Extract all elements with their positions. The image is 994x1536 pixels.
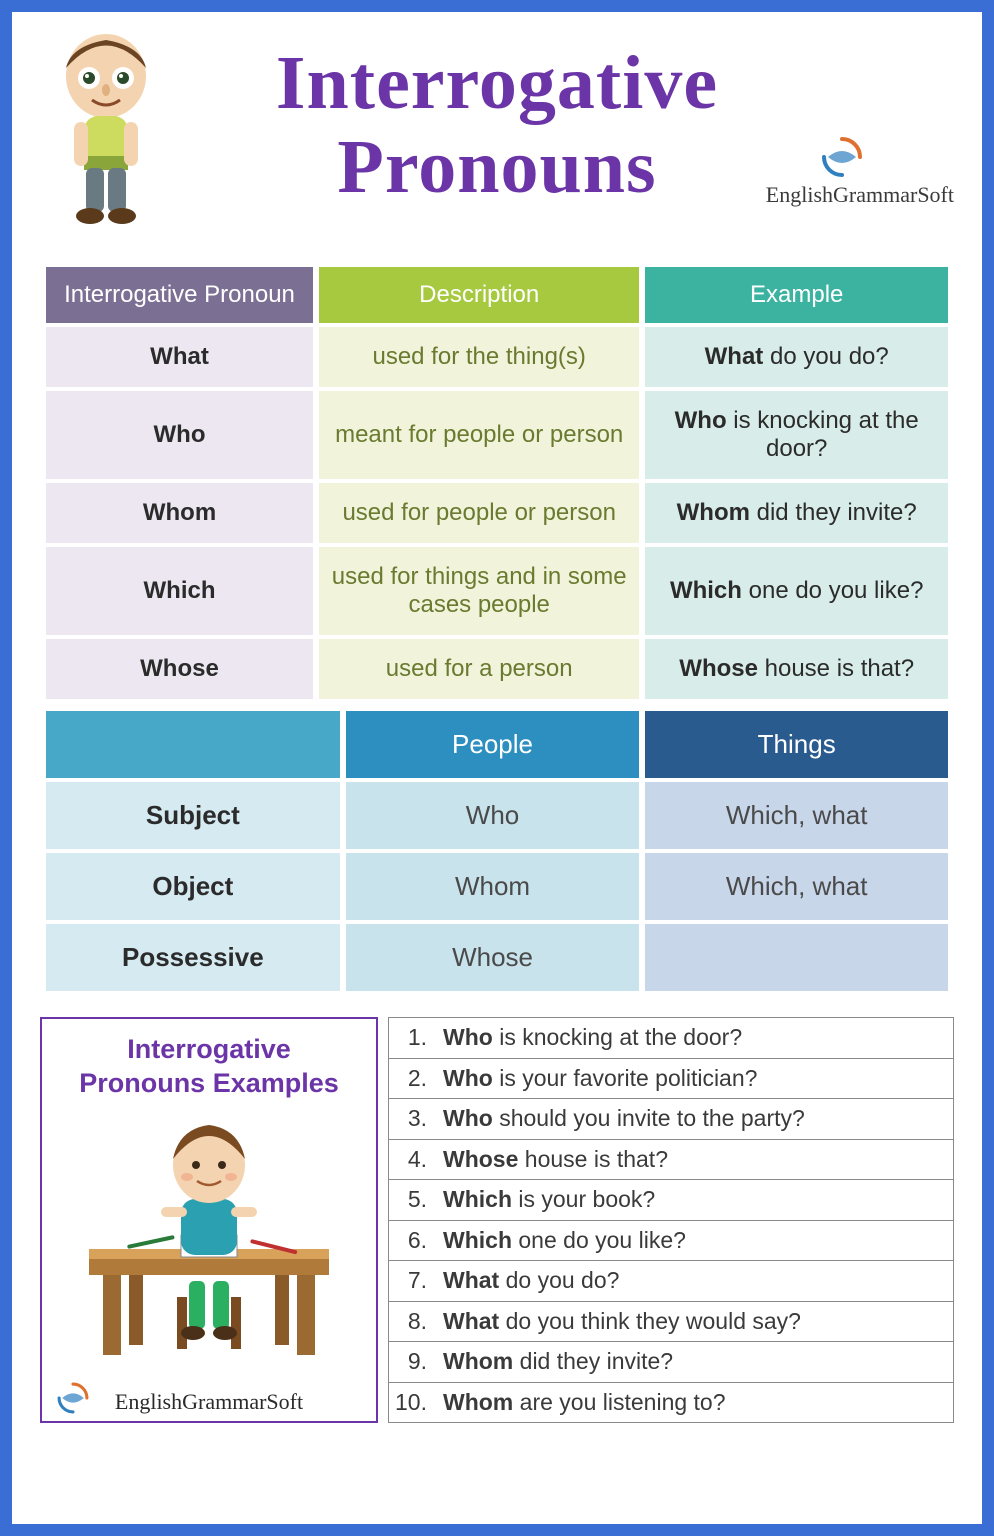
t2-people-cell: Who xyxy=(346,782,640,849)
brand-logo-icon xyxy=(820,135,864,179)
list-item: 7.What do you do? xyxy=(388,1261,953,1302)
t2-label-cell: Subject xyxy=(46,782,340,849)
t2-header-people: People xyxy=(346,711,640,778)
examples-list: 1.Who is knocking at the door?2.Who is y… xyxy=(388,1017,954,1423)
t1-pronoun-cell: What xyxy=(46,327,313,387)
t1-header-description: Description xyxy=(319,267,639,323)
t2-things-cell: Which, what xyxy=(645,853,948,920)
example-text: What do you do? xyxy=(433,1267,619,1294)
table-row: Whomeant for people or personWho is knoc… xyxy=(46,391,948,479)
list-item: 8.What do you think they would say? xyxy=(388,1302,953,1343)
boy-cartoon-icon xyxy=(36,28,176,238)
t1-example-cell: Which one do you like? xyxy=(645,547,948,635)
boy-desk-icon xyxy=(59,1107,359,1367)
t2-things-cell xyxy=(645,924,948,991)
t2-things-cell: Which, what xyxy=(645,782,948,849)
t2-label-cell: Object xyxy=(46,853,340,920)
example-number: 8. xyxy=(389,1308,433,1335)
t2-body: SubjectWhoWhich, whatObjectWhomWhich, wh… xyxy=(46,782,948,991)
example-number: 4. xyxy=(389,1146,433,1173)
list-item: 1.Who is knocking at the door? xyxy=(388,1018,953,1059)
example-text: Which is your book? xyxy=(433,1186,655,1213)
list-item: 5.Which is your book? xyxy=(388,1180,953,1221)
list-item: 4.Whose house is that? xyxy=(388,1140,953,1181)
examples-card: Interrogative Pronouns Examples xyxy=(40,1017,378,1423)
t1-example-cell: What do you do? xyxy=(645,327,948,387)
pronouns-table: Interrogative Pronoun Description Exampl… xyxy=(40,263,954,703)
t1-pronoun-cell: Who xyxy=(46,391,313,479)
example-text: Whom did they invite? xyxy=(433,1348,673,1375)
t2-people-cell: Whom xyxy=(346,853,640,920)
example-number: 9. xyxy=(389,1348,433,1375)
table-row: SubjectWhoWhich, what xyxy=(46,782,948,849)
t2-header-things: Things xyxy=(645,711,948,778)
table-row: Whomused for people or personWhom did th… xyxy=(46,483,948,543)
example-number: 5. xyxy=(389,1186,433,1213)
t2-label-cell: Possessive xyxy=(46,924,340,991)
brand-name: EnglishGrammarSoft xyxy=(766,182,954,208)
t1-header-pronoun: Interrogative Pronoun xyxy=(46,267,313,323)
title-line1: Interrogative xyxy=(276,41,718,125)
table-row: ObjectWhomWhich, what xyxy=(46,853,948,920)
list-item: 2.Who is your favorite politician? xyxy=(388,1059,953,1100)
t1-desc-cell: used for the thing(s) xyxy=(319,327,639,387)
table-row: Whoseused for a personWhose house is tha… xyxy=(46,639,948,699)
card-brand-name: EnglishGrammarSoft xyxy=(42,1389,376,1415)
example-number: 7. xyxy=(389,1267,433,1294)
list-item: 10.Whom are you listening to? xyxy=(388,1383,953,1424)
example-text: What do you think they would say? xyxy=(433,1308,801,1335)
title-line2: Pronouns xyxy=(337,125,656,209)
example-number: 10. xyxy=(389,1389,433,1416)
t1-desc-cell: used for people or person xyxy=(319,483,639,543)
table-row: Whichused for things and in some cases p… xyxy=(46,547,948,635)
page-frame: Interrogative Pronouns EnglishGrammarSof… xyxy=(0,0,994,1536)
t2-header-blank xyxy=(46,711,340,778)
t1-pronoun-cell: Whose xyxy=(46,639,313,699)
t1-pronoun-cell: Whom xyxy=(46,483,313,543)
t1-desc-cell: used for a person xyxy=(319,639,639,699)
example-text: Who should you invite to the party? xyxy=(433,1105,805,1132)
example-number: 1. xyxy=(389,1024,433,1051)
t1-body: Whatused for the thing(s)What do you do?… xyxy=(46,327,948,699)
bottom-section: Interrogative Pronouns Examples xyxy=(40,1017,954,1423)
example-text: Who is your favorite politician? xyxy=(433,1065,757,1092)
examples-card-title: Interrogative Pronouns Examples xyxy=(50,1033,368,1101)
example-number: 6. xyxy=(389,1227,433,1254)
t1-pronoun-cell: Which xyxy=(46,547,313,635)
t1-example-cell: Who is knocking at the door? xyxy=(645,391,948,479)
header: Interrogative Pronouns EnglishGrammarSof… xyxy=(40,30,954,255)
example-number: 2. xyxy=(389,1065,433,1092)
table-row: PossessiveWhose xyxy=(46,924,948,991)
t2-people-cell: Whose xyxy=(346,924,640,991)
example-number: 3. xyxy=(389,1105,433,1132)
list-item: 3.Who should you invite to the party? xyxy=(388,1099,953,1140)
usage-table: People Things SubjectWhoWhich, whatObjec… xyxy=(40,707,954,995)
list-item: 6.Which one do you like? xyxy=(388,1221,953,1262)
t1-example-cell: Whom did they invite? xyxy=(645,483,948,543)
example-text: Which one do you like? xyxy=(433,1227,686,1254)
t1-header-example: Example xyxy=(645,267,948,323)
list-item: 9.Whom did they invite? xyxy=(388,1342,953,1383)
t1-desc-cell: used for things and in some cases people xyxy=(319,547,639,635)
t1-desc-cell: meant for people or person xyxy=(319,391,639,479)
example-text: Who is knocking at the door? xyxy=(433,1024,742,1051)
t1-example-cell: Whose house is that? xyxy=(645,639,948,699)
table-row: Whatused for the thing(s)What do you do? xyxy=(46,327,948,387)
example-text: Whose house is that? xyxy=(433,1146,668,1173)
example-text: Whom are you listening to? xyxy=(433,1389,726,1416)
